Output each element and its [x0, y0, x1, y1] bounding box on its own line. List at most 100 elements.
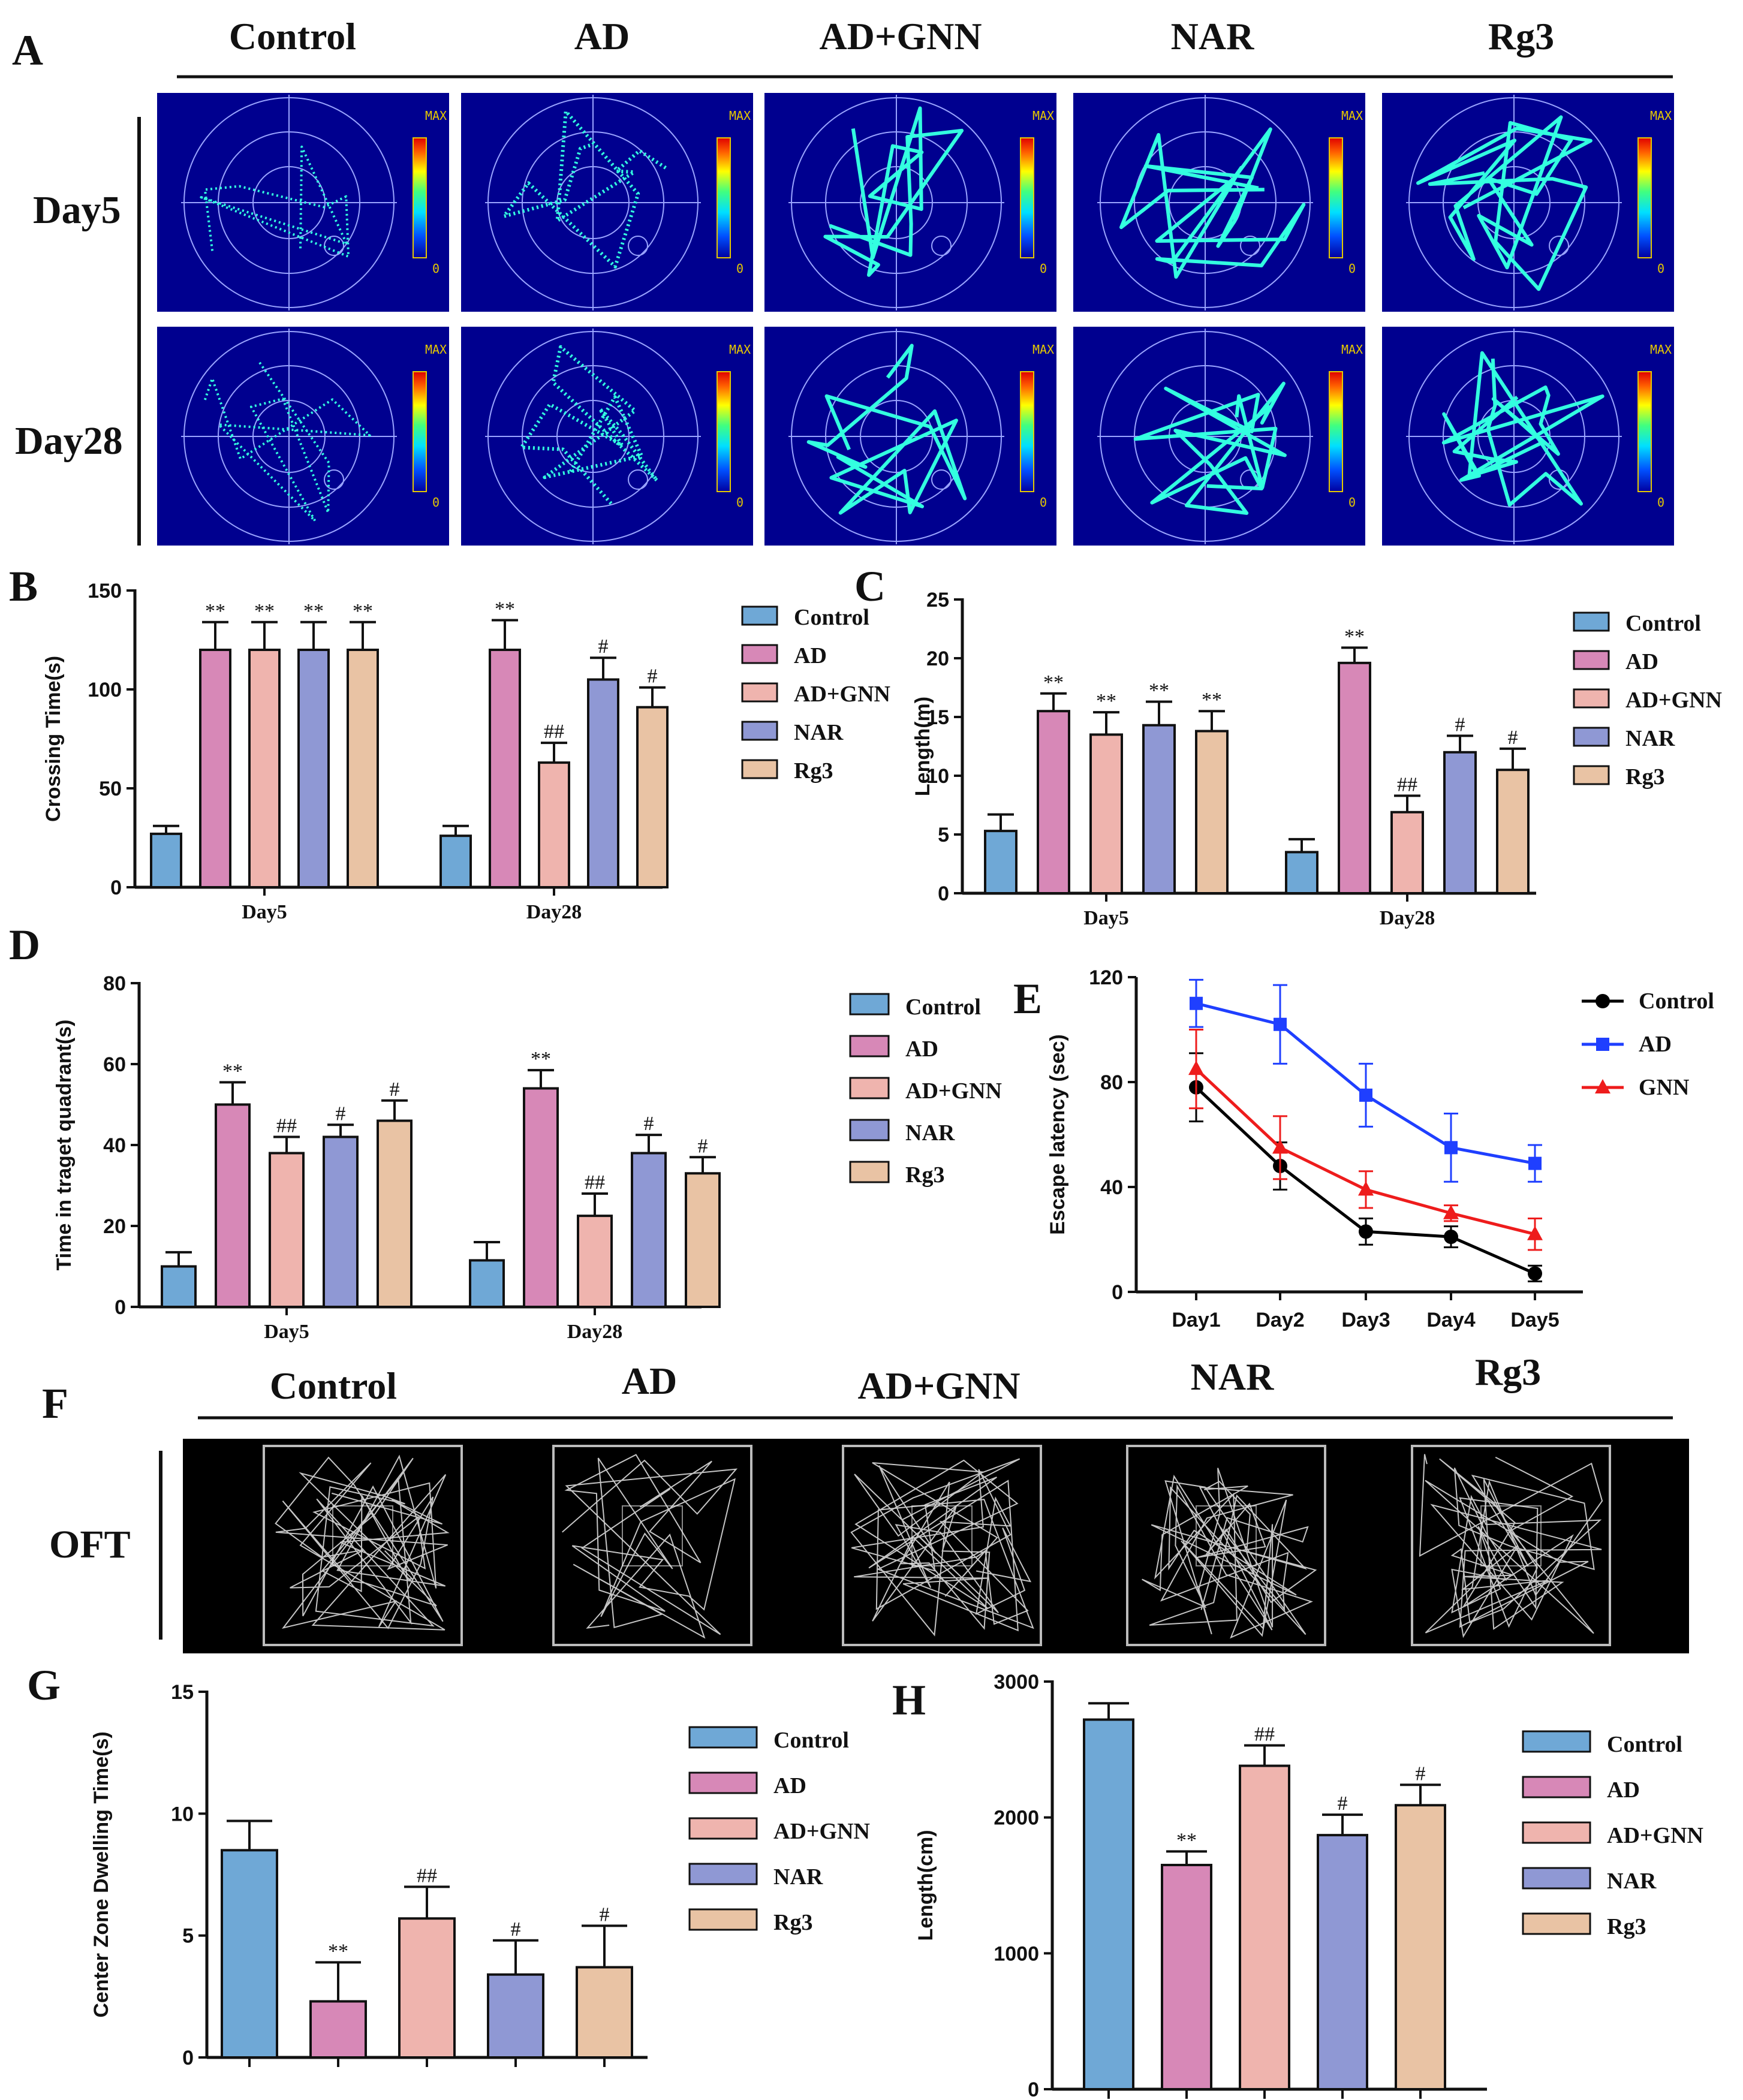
- oft-tile-ad: [552, 1445, 752, 1646]
- heat-scale-bar: [717, 371, 731, 492]
- legend-swatch-ad-plus-gnn: [1573, 688, 1610, 709]
- swim-path: [823, 106, 964, 277]
- significance-label: ##: [1254, 1724, 1275, 1746]
- category-label-day28: Day28: [1380, 907, 1435, 929]
- legend-swatch-ad-plus-gnn: [688, 1817, 758, 1840]
- track-path: [1142, 1468, 1317, 1639]
- y-tick-label: 10: [926, 765, 949, 788]
- legend-swatch-ad: [688, 1771, 758, 1794]
- legend-swatch-rg3: [849, 1161, 890, 1183]
- y-tick-label: 40: [1100, 1176, 1123, 1199]
- legend-swatch-ad-plus-gnn: [1522, 1821, 1591, 1844]
- legend-swatch-control: [1573, 611, 1610, 632]
- heat-scale-min: 0: [432, 261, 439, 276]
- bar-control: [221, 1849, 278, 2059]
- legend-swatch-control: [741, 605, 778, 626]
- group-head-a-rg3: Rg3: [1488, 15, 1554, 58]
- group-head-f-ad-plus-gnn: AD+GNN: [857, 1364, 1020, 1407]
- significance-label: **: [254, 600, 275, 622]
- arena-border: [1411, 1445, 1611, 1646]
- platform-ring: [1549, 236, 1569, 256]
- legend-label-control: Control: [905, 995, 981, 1020]
- legend-label-ad: AD: [1639, 1032, 1672, 1057]
- legend-label-rg3: Rg3: [1625, 764, 1664, 790]
- significance-label: #: [336, 1102, 346, 1125]
- point-control: [1528, 1266, 1542, 1281]
- y-tick-label: 0: [182, 2047, 194, 2069]
- legend-label-control: Control: [1639, 989, 1714, 1014]
- significance-label: #: [1455, 713, 1465, 736]
- bar-ad-day28: [489, 649, 521, 888]
- chart-E: 0 40 80 120 Day1 Day2 Day3 Day4 Day5 Escape laten…: [1046, 966, 1714, 1331]
- y-tick-label: 5: [182, 1925, 194, 1948]
- bar-nar-day5: [1142, 724, 1176, 894]
- heat-scale-bar: [1329, 137, 1343, 258]
- heat-scale-bar: [1020, 137, 1034, 258]
- x-tick-label-day5: Day5: [1510, 1309, 1559, 1331]
- significance-label: **: [205, 600, 225, 622]
- legend-label-control: Control: [1625, 611, 1701, 636]
- point-control: [1359, 1224, 1373, 1239]
- point-ad: [1444, 1141, 1458, 1155]
- bar-ad-day5: [199, 649, 231, 888]
- heat-scale-bar: [1329, 371, 1343, 492]
- legend-label-ad-plus-gnn: AD+GNN: [1625, 688, 1722, 713]
- legend-swatch-rg3: [741, 759, 778, 779]
- oft-tile-nar: [1126, 1445, 1326, 1646]
- legend-label-nar: NAR: [1607, 1869, 1657, 1894]
- group-head-a-ad-plus-gnn: AD+GNN: [819, 15, 982, 58]
- swim-path: [1133, 381, 1287, 515]
- significance-label: #: [1416, 1762, 1426, 1785]
- significance-label: #: [600, 1903, 610, 1926]
- y-axis-title: Escape latency (sec): [1046, 1034, 1069, 1235]
- panel-H-letter: H: [892, 1676, 926, 1724]
- swim-path: [502, 109, 667, 269]
- heat-scale-min: 0: [736, 261, 743, 276]
- significance-label: **: [1149, 680, 1169, 702]
- row-label-oft: OFT: [49, 1523, 131, 1566]
- legend-swatch-ad-plus-gnn: [741, 682, 778, 703]
- heat-scale-bar: [1020, 371, 1034, 492]
- y-tick-label: 25: [926, 589, 949, 611]
- group-head-f-nar: NAR: [1191, 1355, 1274, 1398]
- bar-ad-day5: [1037, 710, 1070, 894]
- center-zone: [1196, 1505, 1257, 1566]
- track-path: [562, 1454, 738, 1639]
- significance-label: **: [1043, 671, 1064, 694]
- track-path: [275, 1454, 450, 1631]
- y-tick-label: 15: [926, 706, 949, 729]
- y-tick-label: 3000: [994, 1671, 1039, 1694]
- heat-scale-min: 0: [1040, 495, 1047, 510]
- arena-border: [842, 1445, 1042, 1646]
- legend-label-nar: NAR: [794, 720, 844, 745]
- legend-swatch-ad: [849, 1035, 890, 1057]
- heat-scale-min: 0: [1657, 495, 1664, 510]
- heat-scale-max: MAX: [1032, 109, 1054, 123]
- significance-label: ##: [1397, 773, 1417, 796]
- y-tick-label: 60: [103, 1053, 126, 1076]
- group-head-f-rg3: Rg3: [1475, 1351, 1541, 1393]
- group-head-a-nar: NAR: [1171, 15, 1254, 58]
- platform-ring: [931, 469, 952, 490]
- significance-label: #: [1338, 1792, 1348, 1815]
- point-gnn: [1358, 1181, 1374, 1196]
- y-tick-label: 10: [171, 1803, 194, 1825]
- track-path: [1419, 1454, 1603, 1638]
- legend-swatch-control: [849, 993, 890, 1016]
- significance-label: #: [598, 635, 609, 658]
- panel-B-letter: B: [9, 562, 38, 610]
- bar-rg3-day28: [1496, 769, 1530, 894]
- mwm-tile-day28-ad: MAX 0: [461, 327, 753, 546]
- x-tick-label-day2: Day2: [1256, 1309, 1304, 1331]
- significance-label: **: [1176, 1829, 1197, 1851]
- platform-ring: [628, 236, 648, 256]
- mwm-tile-day5-ad-plus-gnn: MAX 0: [764, 93, 1056, 312]
- arena-border: [1126, 1445, 1326, 1646]
- y-axis-title: Length(cm): [914, 1830, 937, 1941]
- bar-nar-day28: [587, 678, 619, 888]
- y-tick-label: 0: [1112, 1281, 1123, 1304]
- heat-scale-bar: [413, 137, 427, 258]
- significance-label: **: [303, 600, 324, 622]
